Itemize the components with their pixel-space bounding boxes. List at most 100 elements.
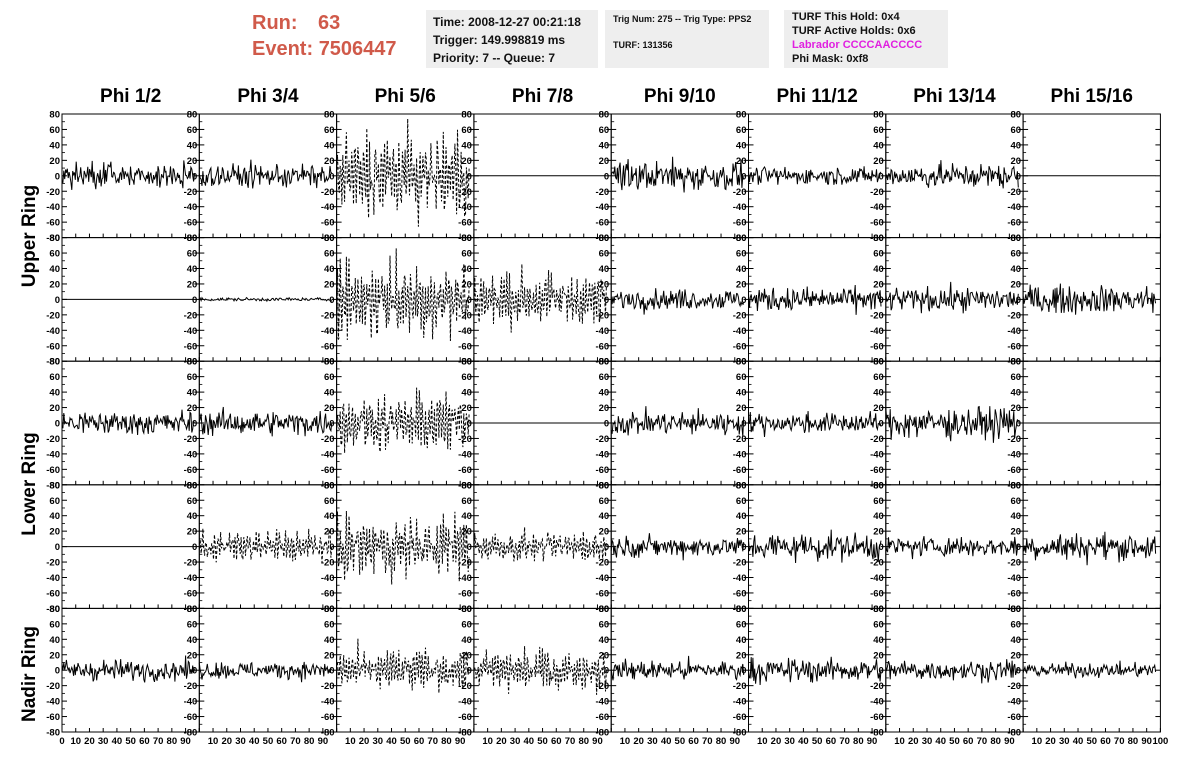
y-tick-label: 0 — [879, 295, 884, 306]
y-tick-label: -80 — [184, 480, 198, 491]
y-tick-label: -60 — [870, 341, 884, 352]
panel-r2-c2: 80 60 40 20 0 -20 -40 -60 -80 — [184, 233, 338, 368]
waveform-line — [1022, 660, 1157, 679]
y-tick-label: 60 — [324, 619, 335, 630]
x-tick-label: 20 — [633, 736, 644, 747]
y-tick-label: -60 — [184, 588, 198, 599]
y-tick-label: -80 — [1007, 233, 1021, 244]
panel-r1-c7: 80 60 40 20 0 -20 -40 -60 -80 — [870, 110, 1024, 244]
x-tick-label: 70 — [839, 736, 850, 747]
y-tick-label: 80 — [187, 110, 198, 121]
column-title-4: Phi 7/8 — [511, 86, 574, 107]
y-tick-label: -80 — [46, 728, 60, 739]
y-tick-label: -20 — [321, 681, 335, 692]
y-tick-label: 80 — [1011, 480, 1022, 491]
x-tick-label: 50 — [812, 736, 823, 747]
y-tick-label: 80 — [1011, 233, 1022, 244]
time-info-box: Time: 2008-12-27 00:21:18 Trigger: 149.9… — [426, 10, 598, 68]
panel-r1-c5: 80 60 40 20 0 -20 -40 -60 -80 — [595, 110, 750, 244]
x-tick-label: 20 — [359, 736, 370, 747]
y-tick-label: -60 — [184, 712, 198, 723]
y-tick-label: 60 — [736, 249, 747, 260]
panel-frame — [198, 113, 338, 239]
waveform-line — [610, 288, 745, 315]
y-tick-label: 0 — [329, 542, 334, 553]
x-tick-label: 70 — [153, 736, 164, 747]
column-title-8: Phi 15/16 — [1050, 86, 1133, 107]
y-tick-label: -60 — [321, 712, 335, 723]
y-tick-label: -40 — [458, 697, 472, 708]
y-tick-label: -20 — [1007, 681, 1021, 692]
y-tick-label: -80 — [46, 480, 60, 491]
y-tick-label: 80 — [49, 604, 60, 615]
y-tick-label: 60 — [599, 372, 610, 383]
panel-r4-c4: 80 60 40 20 0 -20 -40 -60 -80 — [458, 480, 612, 615]
y-tick-label: -40 — [595, 326, 609, 337]
y-tick-label: 40 — [324, 388, 335, 399]
y-tick-label: -40 — [184, 202, 198, 213]
y-tick-label: 0 — [741, 419, 746, 430]
y-tick-label: 40 — [599, 264, 610, 275]
y-tick-label: 20 — [324, 527, 335, 538]
y-tick-label: 60 — [873, 619, 884, 630]
x-tick-label: 50 — [125, 736, 136, 747]
y-tick-label: 40 — [187, 140, 198, 151]
y-tick-label: 20 — [49, 279, 60, 290]
x-tick-label: 40 — [386, 736, 397, 747]
y-tick-label: 40 — [461, 388, 472, 399]
panel-r2-c1: 80 60 40 20 0 -20 -40 -60 -80 — [46, 233, 200, 368]
y-tick-label: 20 — [1011, 527, 1022, 538]
y-tick-label: 40 — [187, 635, 198, 646]
x-tick-label: 80 — [304, 736, 315, 747]
y-tick-label: -60 — [1007, 465, 1021, 476]
y-tick-label: 0 — [329, 295, 334, 306]
y-tick-label: 20 — [736, 527, 747, 538]
panel-r5-c7: 80 60 40 20 0 -20 -40 -60 -80 — [870, 604, 1024, 739]
y-tick-label: -80 — [1007, 357, 1021, 368]
y-tick-label: 40 — [873, 140, 884, 151]
y-tick-label: 0 — [604, 171, 609, 182]
y-tick-label: -20 — [184, 310, 198, 321]
x-tick-label: 60 — [963, 736, 974, 747]
y-tick-label: -40 — [595, 202, 609, 213]
x-tick-label: 60 — [551, 736, 562, 747]
y-tick-label: 40 — [49, 511, 60, 522]
y-tick-label: 0 — [329, 171, 334, 182]
y-tick-label: -40 — [1007, 573, 1021, 584]
y-tick-label: 40 — [736, 635, 747, 646]
y-tick-label: -80 — [46, 604, 60, 615]
y-tick-label: -60 — [733, 588, 747, 599]
y-tick-label: -20 — [46, 681, 60, 692]
y-tick-label: 0 — [192, 542, 197, 553]
panel-r5-c4: 80 60 40 20 0 -20 -40 -60 -80 — [458, 604, 612, 739]
y-tick-label: 60 — [599, 125, 610, 136]
x-tick-label: 70 — [977, 736, 988, 747]
y-tick-label: 20 — [324, 403, 335, 414]
event-value: 7506447 — [318, 38, 397, 60]
x-tick-label: 30 — [922, 736, 933, 747]
y-tick-label: -60 — [321, 588, 335, 599]
y-tick-label: -80 — [870, 357, 884, 368]
y-tick-label: -60 — [595, 712, 609, 723]
y-tick-label: 20 — [736, 650, 747, 661]
y-tick-label: -60 — [595, 588, 609, 599]
y-tick-label: 0 — [741, 171, 746, 182]
y-tick-label: 60 — [461, 496, 472, 507]
event-label: Event: — [252, 38, 314, 60]
panel-r3-c1: 80 60 40 20 0 -20 -40 -60 -80 — [46, 357, 200, 491]
priority-text: Priority: 7 -- Queue: 7 — [433, 51, 556, 65]
y-tick-label: 20 — [873, 279, 884, 290]
y-tick-label: -20 — [1007, 558, 1021, 569]
y-tick-label: 0 — [604, 666, 609, 677]
y-tick-label: -20 — [870, 310, 884, 321]
x-tick-label: 20 — [908, 736, 919, 747]
panel-r4-c7: 80 60 40 20 0 -20 -40 -60 -80 — [870, 480, 1024, 615]
x-tick-label: 30 — [235, 736, 246, 747]
waveform-line — [748, 411, 882, 438]
y-tick-label: 80 — [736, 110, 747, 121]
y-tick-label: -60 — [321, 341, 335, 352]
x-tick-label: 30 — [647, 736, 658, 747]
y-tick-label: 80 — [324, 357, 335, 368]
y-tick-label: -60 — [458, 341, 472, 352]
y-tick-label: 80 — [49, 357, 60, 368]
